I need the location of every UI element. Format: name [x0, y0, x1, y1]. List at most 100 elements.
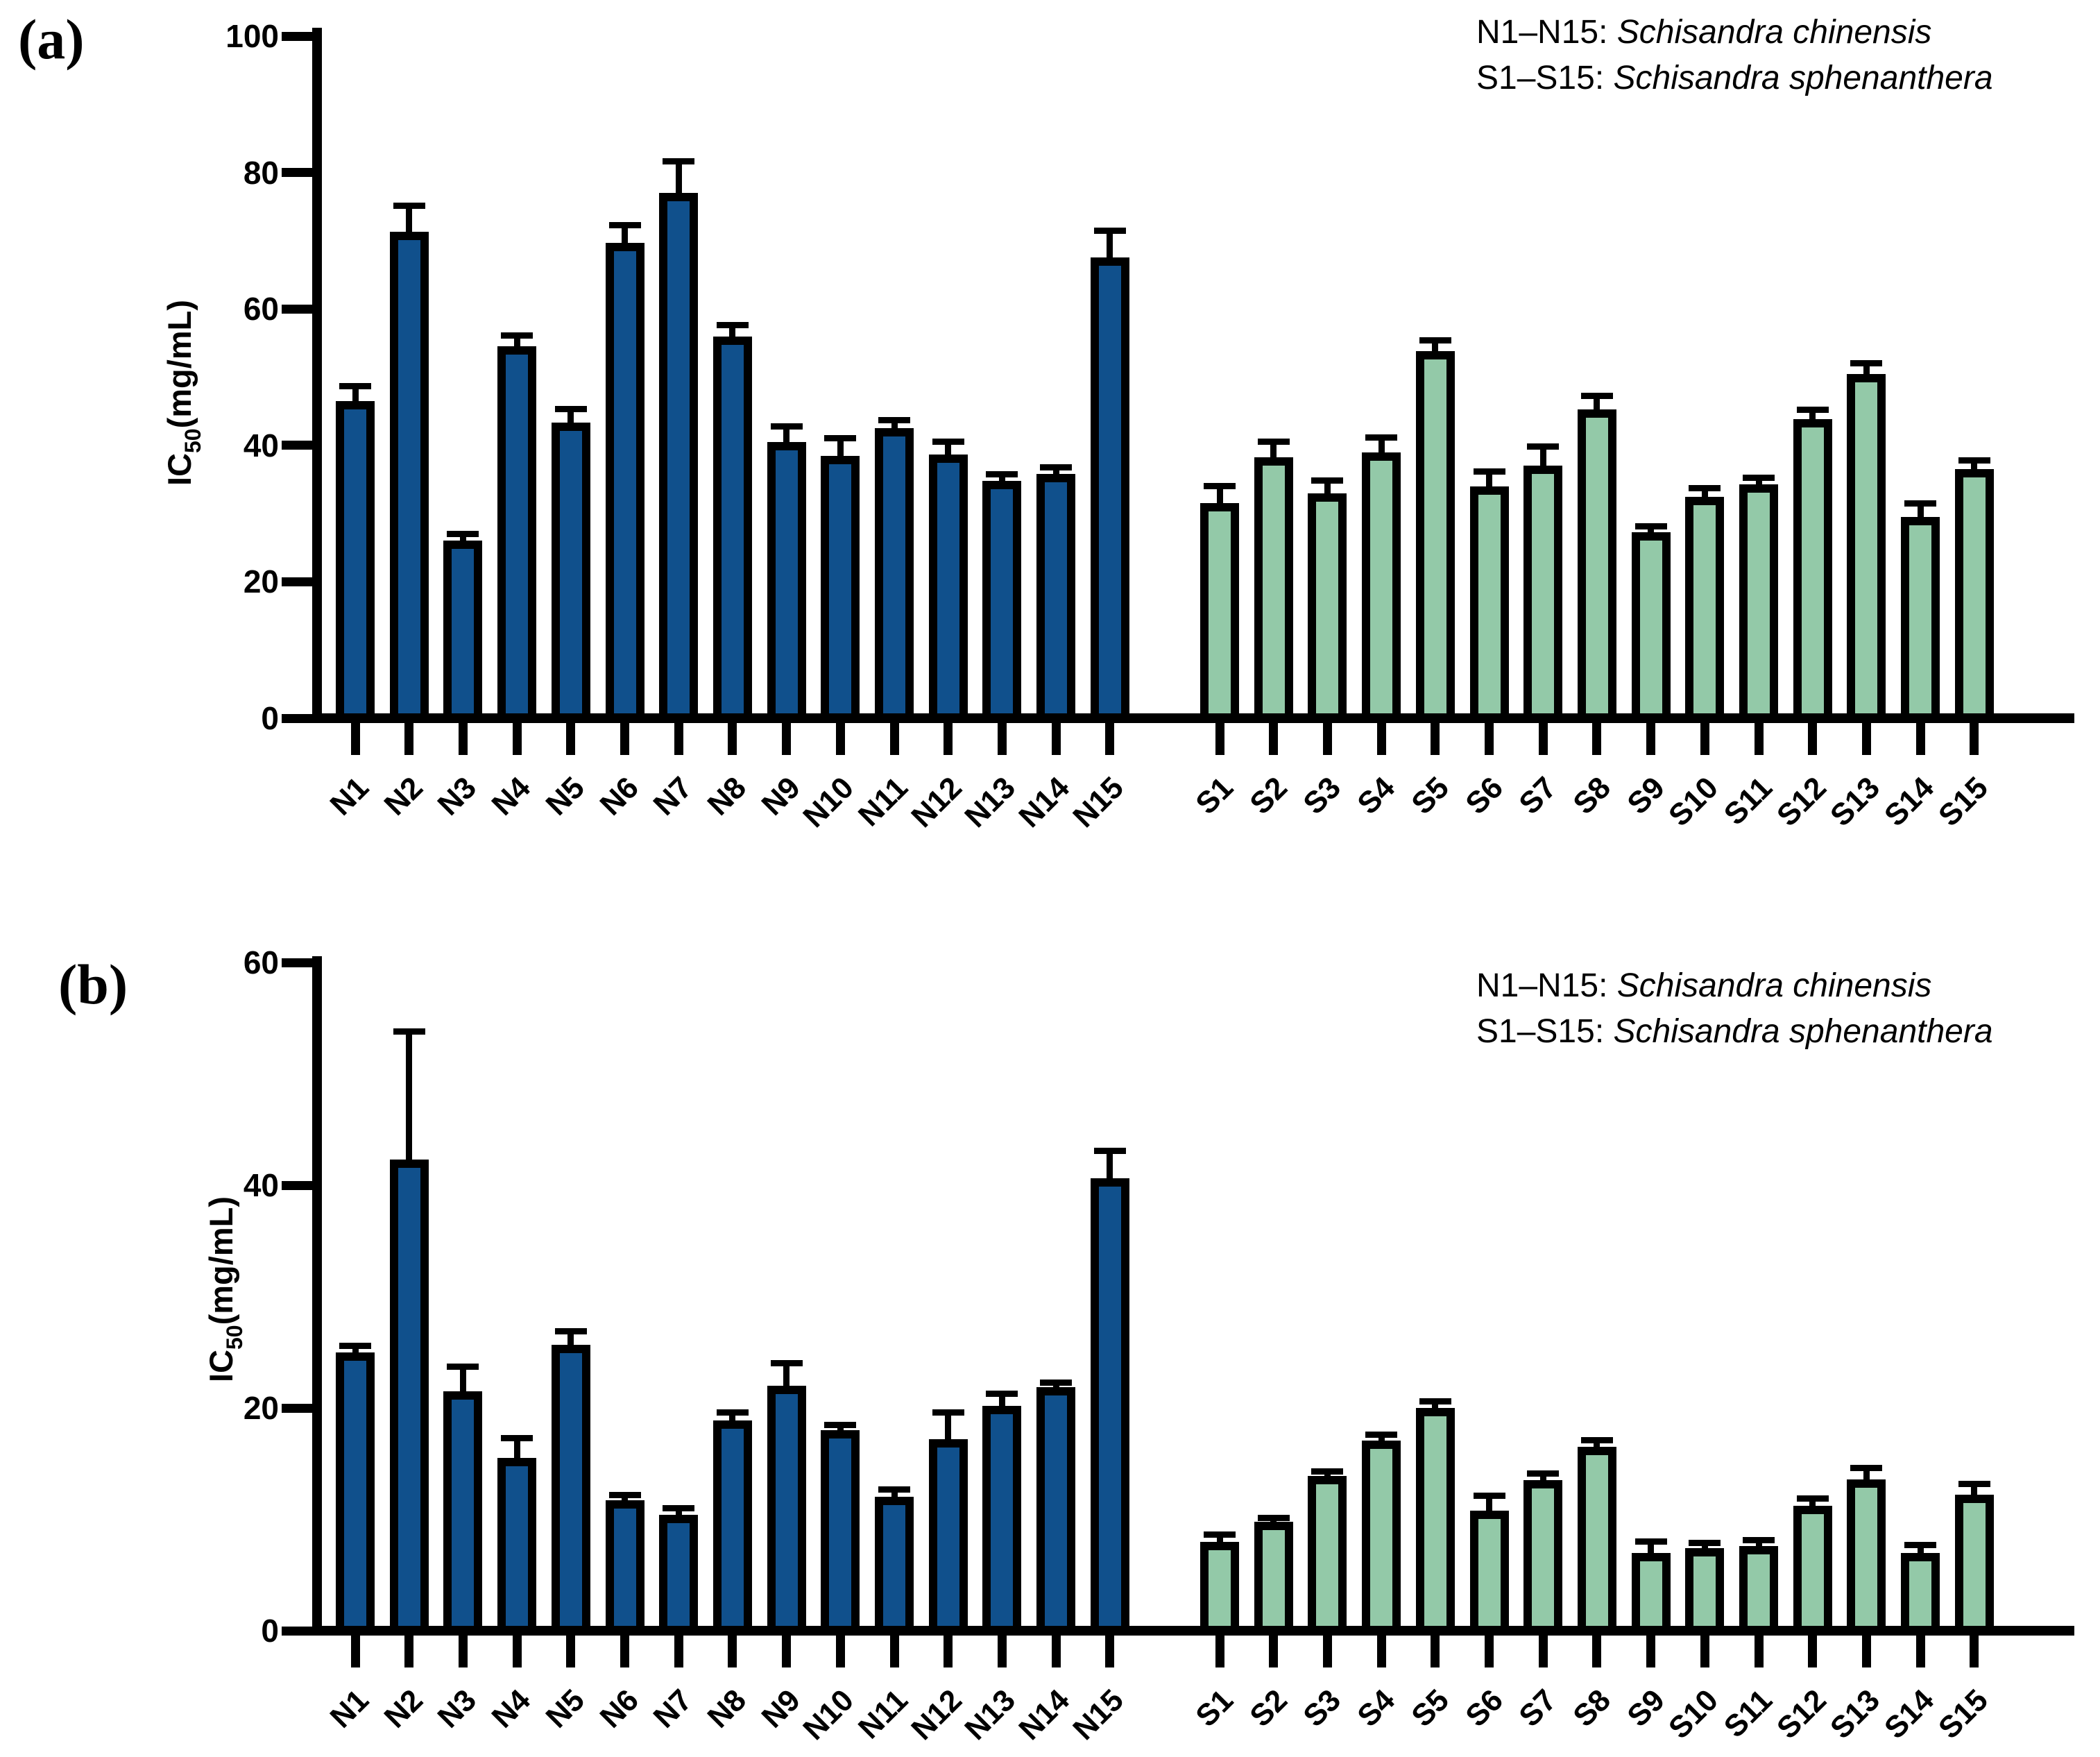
x-tick-S12-panel-b [1808, 1636, 1818, 1667]
bar-fill-N4-panel-b [506, 1466, 529, 1631]
panel-a-legend: N1–N15: Schisandra chinensis S1–S15: Sch… [1476, 10, 1993, 101]
y-tick-label-0-panel-b: 0 [261, 1613, 279, 1649]
error-bar-cap-S2-panel-b [1257, 1515, 1290, 1522]
x-tick-S1-panel-a [1215, 723, 1224, 755]
bar-fill-N6-panel-b [613, 1509, 636, 1631]
legend-species: Schisandra chinensis [1616, 967, 1932, 1004]
error-bar-cap-N5-panel-a [554, 406, 587, 413]
error-bar-stem-N7-panel-a [675, 161, 682, 196]
error-bar-cap-S7-panel-b [1527, 1470, 1560, 1477]
x-tick-S14-panel-a [1915, 723, 1925, 755]
y-tick-label-40-panel-b: 40 [243, 1167, 279, 1203]
x-tick-N11-panel-a [889, 723, 899, 755]
y-tick-80-panel-a [282, 168, 312, 178]
error-bar-stem-N4-panel-b [513, 1438, 520, 1461]
error-bar-stem-N15-panel-b [1107, 1151, 1113, 1182]
error-bar-cap-S5-panel-a [1419, 337, 1451, 343]
y-tick-label-20-panel-a: 20 [243, 563, 279, 600]
error-bar-cap-N12-panel-b [932, 1409, 964, 1416]
x-tick-S15-panel-b [1970, 1636, 1979, 1667]
x-tick-S4-panel-a [1376, 723, 1386, 755]
bar-fill-N2-panel-a [398, 240, 420, 718]
bar-fill-N3-panel-a [452, 549, 475, 718]
y-tick-0-panel-a [282, 713, 312, 723]
error-bar-stem-N5-panel-a [567, 409, 574, 426]
bar-fill-N6-panel-a [613, 251, 636, 718]
x-tick-N9-panel-b [782, 1636, 792, 1667]
y-tick-0-panel-b [282, 1626, 312, 1636]
error-bar-stem-S9-panel-b [1648, 1541, 1655, 1556]
error-bar-stem-S14-panel-b [1917, 1545, 1924, 1556]
bar-fill-S15-panel-b [1963, 1503, 1986, 1631]
error-bar-stem-N11-panel-b [891, 1489, 898, 1500]
error-bar-cap-S11-panel-a [1743, 474, 1775, 481]
x-axis-line-panel-a [312, 713, 2074, 723]
bar-fill-S12-panel-b [1801, 1514, 1824, 1631]
error-bar-stem-N5-panel-b [567, 1331, 574, 1348]
error-bar-stem-N3-panel-a [459, 534, 466, 544]
y-axis-line-panel-b [312, 956, 322, 1636]
error-bar-stem-S6-panel-b [1486, 1495, 1492, 1513]
error-bar-stem-S10-panel-b [1701, 1543, 1708, 1552]
x-tick-S6-panel-a [1485, 723, 1494, 755]
error-bar-stem-S13-panel-a [1863, 363, 1870, 377]
x-tick-S11-panel-b [1754, 1636, 1764, 1667]
error-bar-cap-N8-panel-a [716, 322, 749, 329]
y-tick-60-panel-b [282, 958, 312, 967]
x-tick-N7-panel-b [674, 1636, 683, 1667]
error-bar-stem-N10-panel-b [837, 1425, 844, 1434]
bar-fill-N5-panel-b [559, 1352, 582, 1631]
error-bar-stem-N14-panel-b [1052, 1382, 1059, 1390]
error-bar-cap-N8-panel-b [716, 1409, 749, 1416]
x-tick-S8-panel-b [1592, 1636, 1602, 1667]
error-bar-cap-N7-panel-b [663, 1504, 695, 1511]
error-bar-stem-S15-panel-a [1971, 460, 1978, 473]
error-bar-stem-S12-panel-a [1809, 409, 1816, 423]
error-bar-stem-N1-panel-b [352, 1346, 359, 1355]
error-bar-stem-S1-panel-b [1216, 1534, 1223, 1545]
x-tick-N2-panel-a [404, 723, 414, 755]
error-bar-cap-S11-panel-b [1743, 1537, 1775, 1544]
bar-fill-N7-panel-a [667, 201, 690, 718]
error-bar-stem-N9-panel-b [783, 1363, 790, 1389]
x-tick-S9-panel-a [1646, 723, 1656, 755]
x-tick-S13-panel-b [1861, 1636, 1871, 1667]
error-bar-cap-S10-panel-a [1689, 485, 1721, 492]
error-bar-cap-S8-panel-a [1580, 392, 1613, 399]
error-bar-cap-N3-panel-a [447, 531, 479, 538]
error-bar-cap-N14-panel-b [1040, 1379, 1073, 1386]
error-bar-cap-N15-panel-b [1093, 1147, 1126, 1154]
error-bar-stem-S12-panel-b [1809, 1498, 1816, 1509]
error-bar-stem-N9-panel-a [783, 426, 790, 445]
x-tick-S3-panel-a [1322, 723, 1332, 755]
bar-fill-S3-panel-b [1316, 1484, 1339, 1631]
x-tick-N3-panel-b [458, 1636, 468, 1667]
legend-species: Schisandra chinensis [1616, 14, 1932, 51]
x-tick-S7-panel-a [1538, 723, 1548, 755]
x-tick-S10-panel-a [1700, 723, 1709, 755]
bar-fill-N10-panel-b [829, 1438, 852, 1631]
x-tick-N5-panel-b [566, 1636, 576, 1667]
error-bar-stem-N6-panel-b [622, 1495, 628, 1504]
error-bar-stem-S5-panel-b [1432, 1401, 1439, 1411]
error-bar-cap-S5-panel-b [1419, 1398, 1451, 1404]
y-title-text: IC [202, 1349, 239, 1382]
error-bar-cap-S15-panel-b [1958, 1480, 1990, 1487]
y-axis-line-panel-a [312, 28, 322, 723]
x-tick-N6-panel-a [620, 723, 629, 755]
x-tick-S12-panel-a [1808, 723, 1818, 755]
legend-species: Schisandra sphenanthera [1613, 1013, 1993, 1050]
bar-fill-N2-panel-b [398, 1168, 420, 1631]
error-bar-stem-S7-panel-a [1539, 446, 1546, 469]
bar-fill-N15-panel-a [1098, 266, 1121, 718]
error-bar-cap-S12-panel-a [1796, 407, 1829, 414]
x-tick-N14-panel-a [1051, 723, 1061, 755]
x-tick-N10-panel-a [835, 723, 845, 755]
error-bar-cap-N4-panel-a [501, 332, 533, 339]
error-bar-cap-S2-panel-a [1257, 439, 1290, 445]
y-tick-label-0-panel-a: 0 [261, 700, 279, 736]
error-bar-cap-N14-panel-a [1040, 464, 1073, 470]
error-bar-cap-N11-panel-b [878, 1486, 910, 1493]
error-bar-cap-N3-panel-b [447, 1364, 479, 1370]
error-bar-stem-N3-panel-b [459, 1366, 466, 1394]
